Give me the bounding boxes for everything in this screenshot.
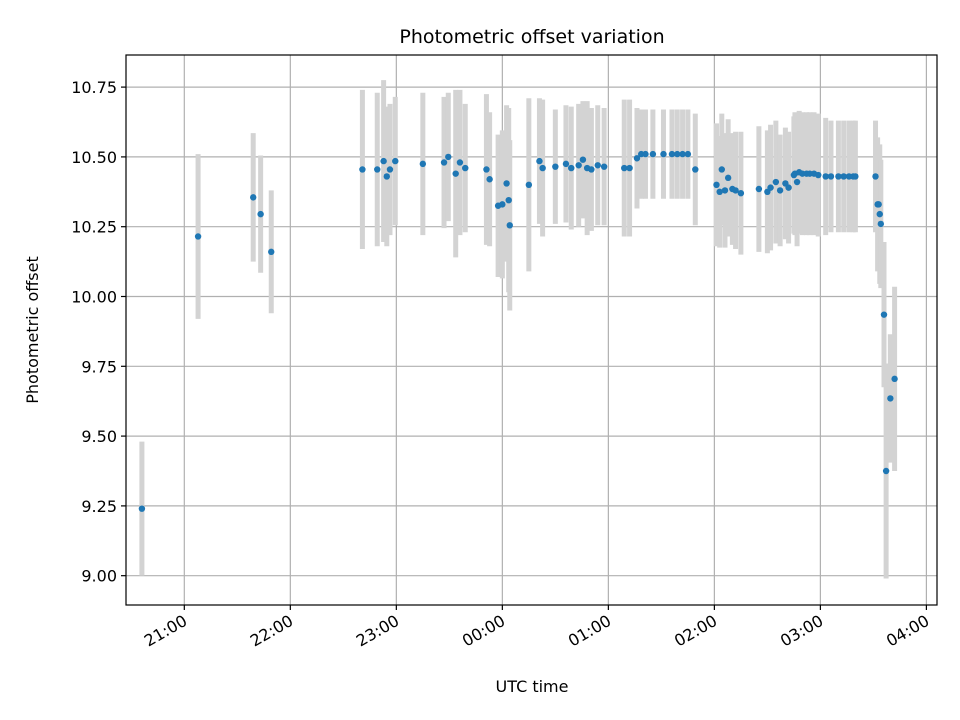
- data-point: [536, 157, 543, 165]
- data-point: [374, 166, 381, 173]
- data-point: [713, 181, 720, 189]
- data-point: [579, 156, 587, 163]
- data-point: [383, 173, 390, 180]
- data-point: [668, 150, 676, 158]
- data-point: [852, 173, 859, 180]
- data-point: [642, 150, 649, 158]
- data-point: [716, 188, 723, 196]
- data-point: [483, 166, 490, 173]
- y-tick-label: 10.00: [71, 287, 117, 306]
- data-point: [891, 375, 898, 383]
- data-point: [621, 164, 628, 172]
- data-point: [456, 159, 464, 166]
- data-point: [440, 159, 448, 166]
- data-point: [737, 189, 745, 197]
- data-point: [785, 184, 792, 191]
- data-point: [876, 210, 883, 218]
- data-point: [486, 176, 493, 183]
- data-point: [626, 164, 633, 172]
- y-axis-label: Photometric offset: [23, 256, 42, 404]
- data-point: [872, 173, 879, 180]
- data-point: [776, 187, 784, 194]
- x-tick-label: 04:00: [883, 611, 932, 651]
- data-point: [506, 222, 513, 229]
- data-point: [257, 210, 264, 218]
- y-tick-label: 10.25: [71, 218, 117, 237]
- error-bars: [139, 80, 898, 579]
- data-point: [835, 173, 842, 180]
- data-point: [250, 194, 257, 201]
- data-point: [499, 201, 506, 208]
- data-point: [392, 157, 399, 165]
- x-tick-label: 22:00: [247, 611, 296, 651]
- data-point: [649, 150, 657, 158]
- plot-frame: [125, 54, 938, 606]
- data-point: [194, 233, 202, 240]
- y-tick-label: 9.50: [81, 427, 117, 446]
- data-point: [419, 160, 427, 168]
- data-point: [660, 150, 667, 158]
- data-point: [755, 185, 763, 193]
- data-point: [877, 220, 885, 228]
- data-point: [767, 184, 774, 191]
- data-point: [525, 181, 533, 189]
- x-axis-label: UTC time: [496, 677, 569, 696]
- chart-title: Photometric offset variation: [399, 26, 664, 48]
- y-tick-label: 10.50: [71, 148, 117, 167]
- data-point: [539, 164, 546, 172]
- data-point: [138, 505, 146, 512]
- data-point: [827, 173, 835, 180]
- data-point: [815, 171, 822, 179]
- x-tick-label: 23:00: [353, 611, 402, 651]
- data-point: [505, 196, 512, 204]
- data-point: [268, 248, 275, 256]
- data-point: [633, 155, 641, 162]
- x-tick-label: 21:00: [141, 611, 190, 651]
- data-point: [718, 166, 725, 173]
- data-point: [359, 166, 366, 173]
- y-axis: 9.00 9.25 9.50 9.75 10.00 10.25 10.50 10.75: [71, 78, 126, 586]
- data-point: [887, 395, 894, 402]
- data-point: [674, 150, 681, 158]
- data-point: [445, 153, 452, 161]
- data-point: [386, 166, 394, 173]
- data-point: [552, 163, 559, 170]
- data-point: [692, 166, 699, 173]
- data-point: [772, 178, 780, 186]
- y-tick-label: 9.75: [81, 357, 117, 376]
- y-tick-label: 9.00: [81, 567, 117, 586]
- data-point: [568, 164, 575, 172]
- data-point: [575, 162, 582, 169]
- data-point: [822, 173, 829, 180]
- data-point: [882, 467, 890, 475]
- x-tick-label: 03:00: [777, 611, 826, 651]
- data-point: [452, 170, 459, 177]
- data-point: [840, 173, 847, 180]
- data-point: [793, 178, 801, 186]
- data-point: [684, 150, 692, 158]
- data-point: [503, 180, 510, 187]
- data-point: [875, 201, 882, 208]
- data-point: [721, 187, 729, 194]
- data-point: [724, 174, 732, 182]
- data-point: [562, 160, 570, 168]
- data-points: [138, 150, 898, 512]
- data-point: [880, 311, 888, 318]
- data-point: [380, 157, 387, 165]
- data-point: [588, 166, 595, 173]
- y-tick-label: 10.75: [71, 78, 117, 97]
- data-point: [462, 164, 469, 172]
- x-tick-label: 01:00: [565, 611, 614, 651]
- data-point: [600, 163, 608, 170]
- data-point: [679, 150, 686, 158]
- data-point: [732, 187, 739, 194]
- x-axis: 21:00 22:00 23:00 00:00 01:00 02:00 03:00 04:00: [141, 605, 932, 651]
- x-tick-label: 02:00: [671, 611, 720, 651]
- y-tick-label: 9.25: [81, 497, 117, 516]
- data-point: [594, 162, 601, 169]
- x-tick-label: 00:00: [459, 611, 508, 651]
